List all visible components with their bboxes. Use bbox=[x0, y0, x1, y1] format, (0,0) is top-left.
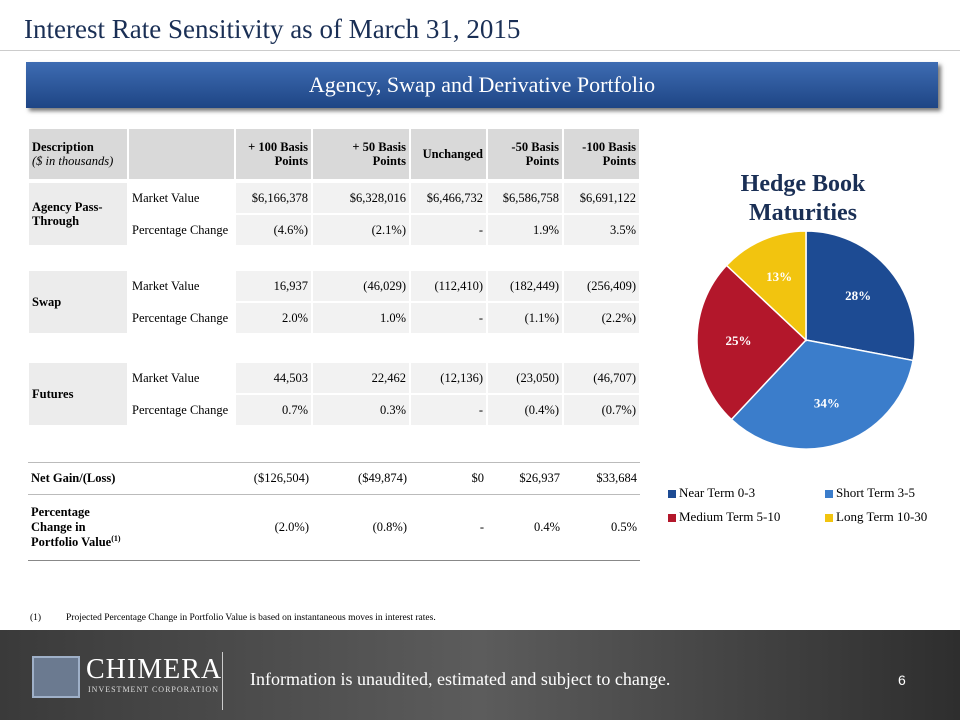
logo-mark bbox=[32, 656, 80, 698]
table-cell: $6,691,122 bbox=[563, 182, 640, 214]
units: ($ in thousands) bbox=[32, 154, 114, 168]
slice-label: 34% bbox=[814, 395, 840, 410]
row-label: Percentage Change bbox=[128, 394, 235, 426]
row-label: Market Value bbox=[128, 182, 235, 214]
table-cell: $6,466,732 bbox=[410, 182, 487, 214]
banner: Agency, Swap and Derivative Portfolio bbox=[26, 62, 938, 108]
brand-sub: INVESTMENT CORPORATION bbox=[88, 685, 219, 694]
row-label: Percentage Change bbox=[128, 214, 235, 246]
table-cell: (46,707) bbox=[563, 362, 640, 394]
table-cell: 44,503 bbox=[235, 362, 312, 394]
table-cell: - bbox=[410, 394, 487, 426]
total-spacer bbox=[128, 494, 235, 560]
table-cell: (1.1%) bbox=[487, 302, 563, 334]
total-cell: - bbox=[410, 494, 487, 560]
total-cell: $0 bbox=[410, 462, 487, 494]
header-cell bbox=[128, 128, 235, 180]
column-header: Unchanged bbox=[410, 128, 487, 180]
table-cell: (4.6%) bbox=[235, 214, 312, 246]
table-cell: (0.7%) bbox=[563, 394, 640, 426]
slice-label: 13% bbox=[766, 269, 792, 284]
table-cell: (46,029) bbox=[312, 270, 410, 302]
description: Description bbox=[32, 139, 94, 154]
table-cell: - bbox=[410, 302, 487, 334]
slice-label: 28% bbox=[845, 288, 871, 303]
total-spacer bbox=[128, 462, 235, 494]
title-rule bbox=[0, 50, 960, 51]
table-cell: $6,586,758 bbox=[487, 182, 563, 214]
chart-title: Hedge Book Maturities bbox=[740, 171, 866, 226]
table-cell: $6,328,016 bbox=[312, 182, 410, 214]
table-bottom-rule bbox=[28, 560, 640, 561]
pie-slice bbox=[725, 230, 807, 342]
pie-slice bbox=[730, 339, 914, 450]
total-cell: (0.8%) bbox=[312, 494, 410, 560]
table-cell: (2.2%) bbox=[563, 302, 640, 334]
pie-slice bbox=[696, 264, 808, 421]
table-cell: (112,410) bbox=[410, 270, 487, 302]
table-cell: - bbox=[410, 214, 487, 246]
column-header: -100 Basis Points bbox=[563, 128, 640, 180]
legend-label: Medium Term 5-10 bbox=[679, 509, 780, 524]
legend-swatch bbox=[668, 490, 676, 498]
total-cell: (2.0%) bbox=[235, 494, 312, 560]
table-cell: (0.4%) bbox=[487, 394, 563, 426]
total-cell: 0.4% bbox=[487, 494, 563, 560]
total-cell: $33,684 bbox=[563, 462, 640, 494]
table-cell: $6,166,378 bbox=[235, 182, 312, 214]
page-number: 6 bbox=[898, 672, 906, 688]
row-label: Market Value bbox=[128, 362, 235, 394]
table-cell: 0.7% bbox=[235, 394, 312, 426]
total-label: Percentage Change in Portfolio Value(1) bbox=[28, 494, 128, 560]
brand: CHIMERA bbox=[86, 654, 223, 685]
legend-label: Short Term 3-5 bbox=[836, 485, 915, 500]
footer-divider bbox=[222, 652, 223, 710]
column-header: + 100 Basis Points bbox=[235, 128, 312, 180]
column-header: + 50 Basis Points bbox=[312, 128, 410, 180]
total-label: Net Gain/(Loss) bbox=[28, 462, 128, 494]
table-cell: 16,937 bbox=[235, 270, 312, 302]
column-header: -50 Basis Points bbox=[487, 128, 563, 180]
note-marker: (1) bbox=[111, 534, 121, 544]
table-cell: 1.9% bbox=[487, 214, 563, 246]
total-cell: ($126,504) bbox=[235, 462, 312, 494]
header-cell: Description ($ in thousands) bbox=[28, 128, 128, 180]
pie-slice bbox=[805, 230, 916, 362]
legend-swatch bbox=[668, 514, 676, 522]
slide-title: Interest Rate Sensitivity as of March 31… bbox=[24, 14, 521, 44]
table-cell: (12,136) bbox=[410, 362, 487, 394]
total-cell: ($49,874) bbox=[312, 462, 410, 494]
table-cell: 2.0% bbox=[235, 302, 312, 334]
section-name: Agency Pass-Through bbox=[28, 182, 128, 246]
legend-label: Long Term 10-30 bbox=[836, 509, 927, 524]
slice-label: 25% bbox=[725, 333, 751, 348]
legend-swatch bbox=[825, 490, 833, 498]
legend-label: Near Term 0-3 bbox=[679, 485, 755, 500]
row-label: Percentage Change bbox=[128, 302, 235, 334]
section-name: Swap bbox=[28, 270, 128, 334]
total-label-text: Percentage Change in Portfolio Value(1) bbox=[31, 505, 121, 550]
table-cell: (23,050) bbox=[487, 362, 563, 394]
row-label: Market Value bbox=[128, 270, 235, 302]
section-name: Futures bbox=[28, 362, 128, 426]
footer-band bbox=[0, 630, 960, 720]
table-cell: (2.1%) bbox=[312, 214, 410, 246]
disclaimer: Information is unaudited, estimated and … bbox=[250, 669, 671, 689]
legend-swatch bbox=[825, 514, 833, 522]
table-cell: 0.3% bbox=[312, 394, 410, 426]
table-cell: (182,449) bbox=[487, 270, 563, 302]
table-cell: 3.5% bbox=[563, 214, 640, 246]
table-cell: 22,462 bbox=[312, 362, 410, 394]
total-cell: $26,937 bbox=[487, 462, 563, 494]
table-cell: 1.0% bbox=[312, 302, 410, 334]
footnote: Projected Percentage Change in Portfolio… bbox=[66, 613, 436, 623]
total-cell: 0.5% bbox=[563, 494, 640, 560]
footnote-marker: (1) bbox=[30, 613, 42, 623]
table-cell: (256,409) bbox=[563, 270, 640, 302]
